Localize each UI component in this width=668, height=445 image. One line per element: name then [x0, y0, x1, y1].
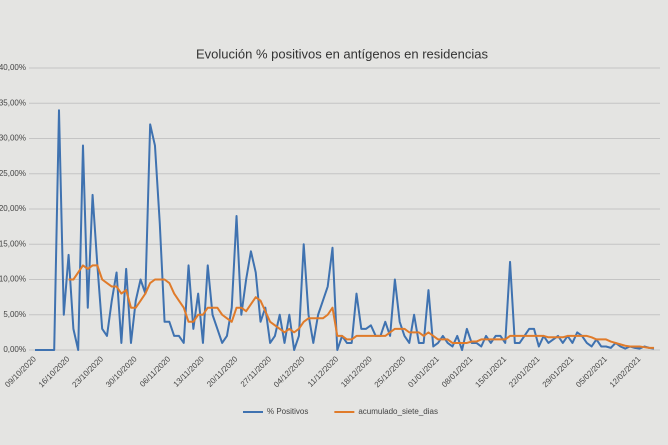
x-tick-label: 29/01/2021: [541, 354, 576, 389]
x-tick-label: 25/12/2020: [373, 354, 408, 389]
x-tick-label: 04/12/2020: [272, 354, 307, 389]
x-tick-label: 13/11/2020: [172, 354, 207, 389]
y-tick-label: 5,00%: [3, 310, 26, 319]
y-tick-label: 25,00%: [0, 169, 26, 178]
x-tick-label: 18/12/2020: [339, 354, 374, 389]
y-tick-label: 0,00%: [3, 345, 26, 354]
x-tick-label: 05/02/2021: [574, 354, 609, 389]
x-tick-label: 22/01/2021: [507, 354, 542, 389]
y-tick-label: 15,00%: [0, 239, 26, 248]
legend-label: % Positivos: [267, 407, 308, 416]
x-tick-label: 01/01/2021: [406, 354, 441, 389]
x-tick-label: 23/10/2020: [70, 354, 105, 389]
y-tick-label: 20,00%: [0, 204, 26, 213]
y-tick-label: 10,00%: [0, 275, 26, 284]
series-line: [68, 264, 654, 349]
legend-label: acumulado_siete_dias: [358, 407, 438, 416]
x-tick-label: 09/10/2020: [3, 354, 38, 389]
y-tick-label: 40,00%: [0, 63, 26, 72]
y-tick-label: 35,00%: [0, 98, 26, 107]
x-tick-label: 08/01/2021: [440, 354, 475, 389]
x-tick-label: 11/12/2020: [306, 354, 341, 389]
y-tick-label: 30,00%: [0, 134, 26, 143]
x-tick-label: 30/10/2020: [104, 354, 139, 389]
x-tick-label: 20/11/2020: [205, 354, 240, 389]
x-tick-label: 15/01/2021: [473, 354, 508, 389]
x-tick-label: 16/10/2020: [37, 354, 72, 389]
x-tick-label: 12/02/2021: [608, 354, 643, 389]
x-tick-label: 27/11/2020: [239, 354, 274, 389]
chart-title: Evolución % positivos en antígenos en re…: [196, 46, 488, 61]
series-line: [35, 109, 655, 351]
x-tick-label: 06/11/2020: [138, 354, 173, 389]
